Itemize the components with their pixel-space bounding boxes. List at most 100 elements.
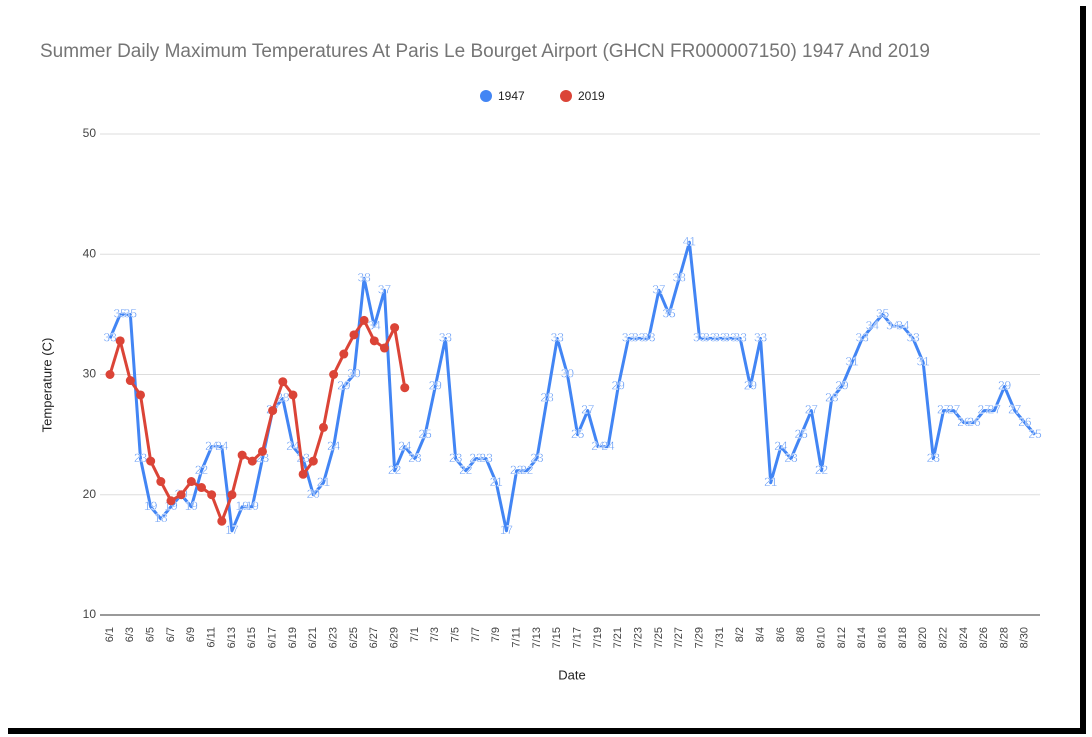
data-label: 22 xyxy=(815,463,829,477)
legend-swatch xyxy=(560,90,572,102)
data-label: 21 xyxy=(490,475,504,489)
data-label: 23 xyxy=(479,451,493,465)
data-label: 23 xyxy=(296,451,310,465)
data-label: 30 xyxy=(561,367,575,381)
point xyxy=(278,377,288,387)
point xyxy=(349,330,359,340)
data-label: 19 xyxy=(185,499,199,513)
x-tick-label: 7/17 xyxy=(571,627,583,648)
point xyxy=(359,315,369,325)
data-label: 41 xyxy=(683,234,697,248)
x-tick-label: 6/19 xyxy=(287,627,299,648)
data-label: 24 xyxy=(327,439,341,453)
data-label: 34 xyxy=(886,319,900,333)
data-label: 33 xyxy=(632,331,646,345)
point xyxy=(115,336,125,346)
chart-title: Summer Daily Maximum Temperatures At Par… xyxy=(40,41,930,62)
point xyxy=(176,490,186,500)
x-tick-label: 8/10 xyxy=(815,627,827,648)
data-label: 26 xyxy=(967,415,981,429)
data-label: 33 xyxy=(642,331,656,345)
data-label: 33 xyxy=(439,331,453,345)
data-label: 23 xyxy=(469,451,483,465)
point xyxy=(339,349,349,359)
data-label: 19 xyxy=(246,499,260,513)
data-label: 24 xyxy=(774,439,788,453)
point xyxy=(237,450,247,460)
point xyxy=(298,469,308,479)
data-label: 23 xyxy=(927,451,941,465)
data-label: 23 xyxy=(134,451,148,465)
point xyxy=(369,336,379,346)
point xyxy=(196,483,206,493)
data-label: 29 xyxy=(835,379,849,393)
x-tick-label: 8/16 xyxy=(876,627,888,648)
data-label: 33 xyxy=(703,331,717,345)
point xyxy=(318,422,328,432)
legend: 1947 2019 xyxy=(480,89,605,103)
x-tick-label: 7/5 xyxy=(450,627,462,642)
data-label: 28 xyxy=(825,391,839,405)
point xyxy=(268,406,278,416)
data-label: 22 xyxy=(459,463,473,477)
data-label: 37 xyxy=(378,282,392,296)
point xyxy=(166,496,176,506)
data-label: 34 xyxy=(866,319,880,333)
data-label: 24 xyxy=(286,439,300,453)
data-label: 23 xyxy=(408,451,422,465)
x-tick-label: 6/11 xyxy=(206,627,218,648)
x-tick-label: 8/4 xyxy=(754,627,766,642)
x-tick-label: 8/6 xyxy=(775,627,787,642)
data-label: 35 xyxy=(113,307,127,321)
background xyxy=(2,2,1080,728)
legend-label: 2019 xyxy=(578,89,605,103)
data-label: 22 xyxy=(388,463,402,477)
point xyxy=(308,456,318,466)
data-label: 25 xyxy=(1028,427,1042,441)
data-label: 24 xyxy=(398,439,412,453)
data-label: 33 xyxy=(622,331,636,345)
legend-label: 1947 xyxy=(498,89,525,103)
data-label: 33 xyxy=(906,331,920,345)
data-label: 34 xyxy=(896,319,910,333)
point xyxy=(146,456,156,466)
data-label: 19 xyxy=(235,499,249,513)
point xyxy=(207,490,217,500)
data-label: 30 xyxy=(347,367,361,381)
x-tick-label: 6/3 xyxy=(124,627,136,642)
x-tick-label: 8/14 xyxy=(856,627,868,648)
data-label: 29 xyxy=(337,379,351,393)
data-label: 31 xyxy=(845,355,859,369)
data-label: 27 xyxy=(937,403,951,417)
data-label: 34 xyxy=(368,319,382,333)
data-label: 37 xyxy=(652,282,666,296)
x-tick-label: 8/28 xyxy=(998,627,1010,648)
data-label: 35 xyxy=(662,307,676,321)
x-tick-label: 6/21 xyxy=(307,627,319,648)
point xyxy=(329,370,339,379)
data-label: 31 xyxy=(917,355,931,369)
x-tick-label: 8/22 xyxy=(937,627,949,648)
data-label: 27 xyxy=(947,403,961,417)
x-tick-label: 6/1 xyxy=(104,627,116,642)
point xyxy=(379,343,389,353)
x-tick-label: 6/17 xyxy=(267,627,279,648)
data-label: 25 xyxy=(418,427,432,441)
x-tick-label: 6/29 xyxy=(389,627,401,648)
point xyxy=(105,370,115,379)
x-tick-label: 8/24 xyxy=(958,627,970,648)
data-label: 29 xyxy=(744,379,758,393)
legend-swatch xyxy=(480,90,492,102)
y-tick-label: 20 xyxy=(83,487,97,501)
x-tick-label: 7/19 xyxy=(592,627,604,648)
point xyxy=(217,516,227,526)
data-label: 26 xyxy=(1018,415,1032,429)
point xyxy=(400,383,410,393)
data-label: 26 xyxy=(957,415,971,429)
data-label: 33 xyxy=(551,331,565,345)
data-label: 25 xyxy=(571,427,585,441)
data-label: 17 xyxy=(500,523,514,537)
x-tick-label: 8/26 xyxy=(978,627,990,648)
x-tick-label: 6/5 xyxy=(145,627,157,642)
